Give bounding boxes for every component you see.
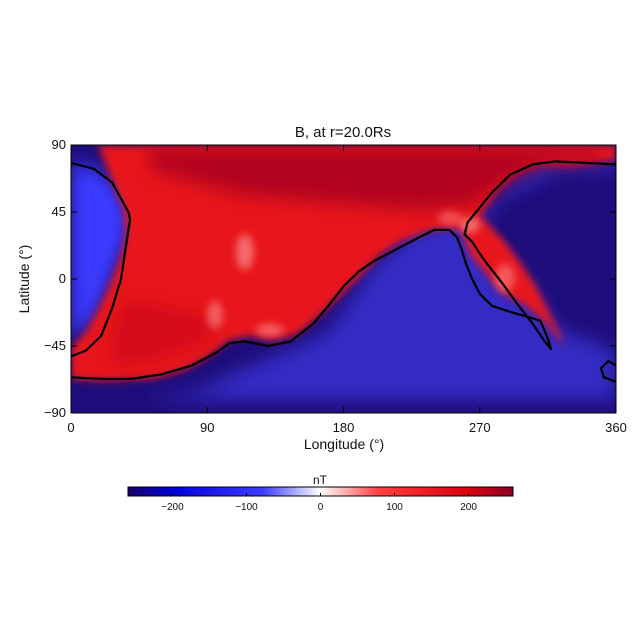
polarity-inversion-line: [71, 160, 616, 380]
x-axis: 0 90 180 270 360: [67, 145, 627, 435]
colorbar-label: nT: [313, 473, 328, 487]
x-tick-label: 90: [200, 420, 214, 435]
y-tick-label: 0: [59, 271, 66, 286]
polarity-inversion-line: [599, 359, 616, 383]
polarity-inversion-line: [71, 161, 132, 358]
y-tick-label: 45: [52, 204, 66, 219]
y-tick-label: −45: [44, 338, 66, 353]
colorbar-tick-label: −100: [235, 502, 258, 513]
chart-title: B, at r=20.0Rs: [295, 124, 391, 141]
colorbar-axis: −200 −100 0 100 200: [161, 493, 477, 513]
y-tick-label: −90: [44, 405, 66, 420]
y-axis-label: Latitude (°): [16, 245, 32, 314]
polarity-inversion-lines: [71, 160, 616, 383]
colorbar-tick-label: 0: [318, 502, 324, 513]
y-tick-label: 90: [52, 137, 66, 152]
strong-positive-core: [110, 148, 600, 365]
colorbar-tick-label: 100: [386, 502, 403, 513]
plot-area: [71, 145, 616, 413]
colorbar-tick-label: 200: [460, 502, 477, 513]
x-axis-label: Longitude (°): [304, 436, 384, 452]
x-tick-label: 360: [605, 420, 627, 435]
x-tick-label: 0: [67, 420, 74, 435]
colorbar-tick-label: −200: [161, 502, 184, 513]
x-tick-label: 270: [469, 420, 491, 435]
x-tick-label: 180: [333, 420, 355, 435]
y-axis: 90 45 0 −45 −90: [44, 137, 616, 420]
